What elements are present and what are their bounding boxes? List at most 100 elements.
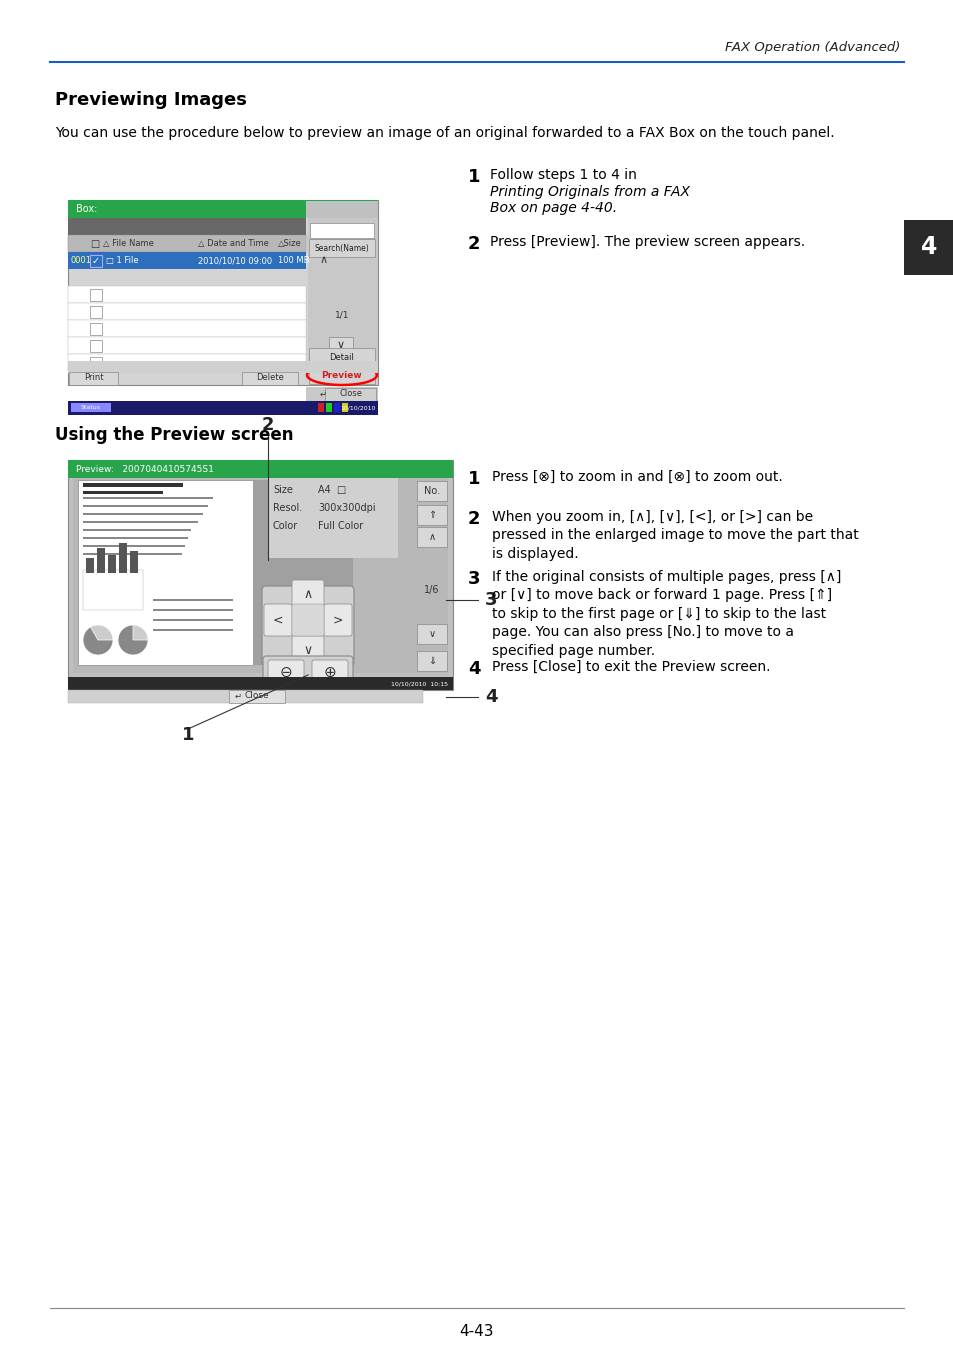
Text: △Size: △Size (277, 239, 301, 248)
Bar (83, 545, 185, 547)
Text: 4: 4 (920, 235, 936, 259)
Text: Printing Originals from a FAX: Printing Originals from a FAX (490, 185, 689, 198)
Bar (341, 404, 348, 412)
Bar (68, 200, 377, 217)
Text: Close: Close (339, 390, 362, 398)
Text: 2: 2 (468, 235, 480, 252)
Text: ⇓: ⇓ (428, 656, 436, 666)
FancyBboxPatch shape (292, 636, 324, 664)
Text: 2: 2 (468, 510, 480, 528)
Text: Preview:   20070404105745S1: Preview: 20070404105745S1 (76, 464, 213, 474)
Bar (90, 306, 102, 319)
Text: Preview: Preview (321, 370, 362, 379)
Text: 4-43: 4-43 (459, 1324, 494, 1339)
FancyBboxPatch shape (416, 651, 447, 671)
Text: 10/10/2010  10:15: 10/10/2010 10:15 (391, 680, 448, 686)
Text: When you zoom in, [∧], [∨], [<], or [>] can be
pressed in the enlarged image to : When you zoom in, [∧], [∨], [<], or [>] … (492, 510, 858, 560)
Bar (86, 558, 94, 572)
Bar (253, 481, 353, 666)
FancyBboxPatch shape (264, 603, 292, 636)
Text: ⊕: ⊕ (323, 664, 336, 679)
Bar (68, 401, 377, 414)
FancyBboxPatch shape (309, 348, 375, 366)
Bar (119, 543, 127, 572)
Bar (83, 491, 163, 494)
FancyBboxPatch shape (242, 371, 298, 385)
Bar (68, 338, 306, 354)
Text: Color: Color (273, 521, 298, 531)
Text: Size: Size (273, 485, 293, 495)
Bar (68, 460, 453, 690)
Bar (312, 220, 332, 221)
FancyBboxPatch shape (263, 656, 353, 688)
Bar (90, 323, 102, 335)
Text: No.: No. (423, 486, 439, 495)
Bar (90, 340, 102, 352)
Text: 0001: 0001 (71, 256, 91, 265)
Text: Status: Status (81, 405, 101, 410)
Text: Print: Print (84, 374, 104, 382)
FancyBboxPatch shape (312, 660, 348, 684)
Text: 300x300dpi: 300x300dpi (317, 504, 375, 513)
Bar (68, 676, 453, 690)
FancyBboxPatch shape (416, 624, 447, 644)
Text: Press [Preview]. The preview screen appears.: Press [Preview]. The preview screen appe… (490, 235, 804, 248)
Text: 4: 4 (484, 688, 497, 706)
Text: Box on page 4-40.: Box on page 4-40. (490, 201, 617, 215)
FancyBboxPatch shape (312, 252, 335, 269)
Bar (68, 286, 306, 302)
Text: Resol.: Resol. (273, 504, 302, 513)
Text: Close: Close (244, 691, 269, 701)
Bar (340, 221, 345, 224)
Bar (83, 570, 143, 610)
Text: ↵: ↵ (234, 691, 241, 701)
Bar (306, 387, 377, 401)
Bar (326, 404, 332, 412)
Text: 1/6: 1/6 (424, 585, 439, 595)
FancyBboxPatch shape (416, 505, 447, 525)
Bar (317, 404, 324, 412)
Bar (68, 200, 377, 385)
Bar (83, 529, 191, 531)
Bar (68, 217, 306, 235)
FancyBboxPatch shape (70, 371, 118, 385)
Text: 3: 3 (468, 570, 480, 589)
Text: Using the Preview screen: Using the Preview screen (55, 427, 294, 444)
FancyBboxPatch shape (262, 586, 354, 666)
Text: △ Date and Time: △ Date and Time (198, 239, 269, 248)
Text: 2: 2 (261, 416, 274, 433)
Bar (68, 235, 306, 252)
Bar (68, 460, 453, 478)
Bar (152, 629, 233, 630)
Text: ∨: ∨ (336, 340, 345, 350)
Text: You can use the procedure below to preview an image of an original forwarded to : You can use the procedure below to previ… (55, 126, 834, 140)
Bar (78, 481, 253, 666)
Text: A4  □: A4 □ (317, 485, 346, 495)
Bar (130, 551, 138, 572)
Bar (97, 548, 105, 572)
Bar (83, 497, 213, 500)
Text: 2010/10/10 09:00: 2010/10/10 09:00 (198, 256, 272, 265)
Bar (306, 201, 377, 217)
Bar (83, 505, 208, 508)
Wedge shape (132, 625, 148, 640)
Text: 1: 1 (182, 726, 194, 744)
Text: ↵: ↵ (319, 390, 326, 398)
Text: 100 MB: 100 MB (277, 256, 309, 265)
Bar (268, 478, 397, 558)
Text: Delete: Delete (255, 374, 284, 382)
Text: Full Color: Full Color (317, 521, 363, 531)
Text: ∧: ∧ (319, 255, 328, 265)
Bar (68, 690, 422, 703)
Text: ∧: ∧ (303, 587, 313, 601)
Text: △ File Name: △ File Name (103, 239, 153, 248)
FancyBboxPatch shape (292, 603, 324, 636)
Bar (152, 599, 233, 601)
FancyBboxPatch shape (416, 526, 447, 547)
Bar (347, 225, 351, 228)
Text: □ 1 File: □ 1 File (106, 256, 138, 265)
FancyBboxPatch shape (416, 481, 447, 501)
Text: <: < (273, 613, 283, 626)
Bar (108, 555, 116, 572)
FancyBboxPatch shape (268, 660, 304, 684)
